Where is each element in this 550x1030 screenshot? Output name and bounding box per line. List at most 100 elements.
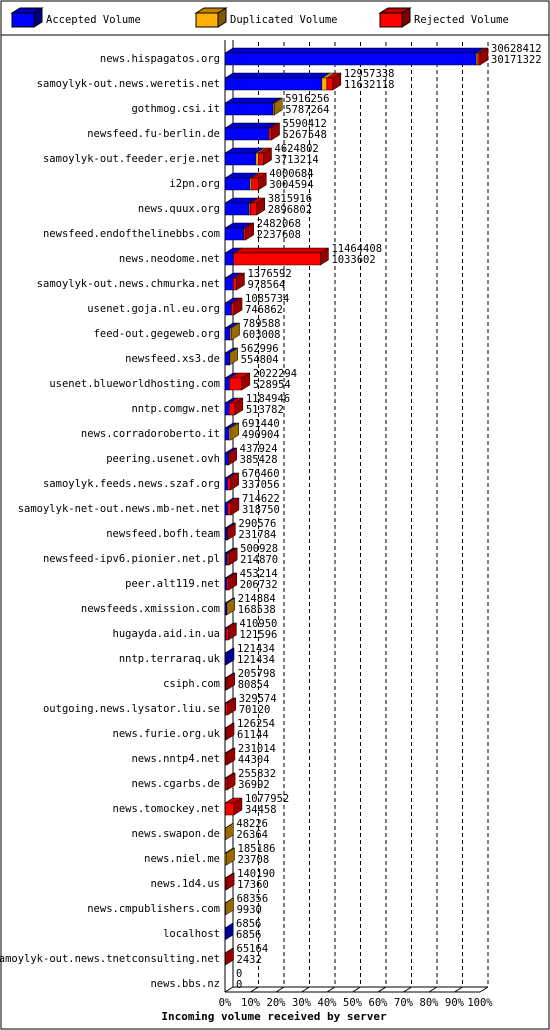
bar: [224, 227, 244, 241]
tick-mark: [479, 986, 489, 993]
bar: [224, 477, 229, 491]
y-tick-label: news.quux.org: [138, 203, 220, 215]
bar: [224, 102, 274, 116]
accepted-label: 121434: [237, 654, 275, 666]
total-label: 1077952: [245, 793, 289, 805]
legend-label: Rejected Volume: [414, 14, 509, 26]
bar: [232, 277, 237, 291]
y-tick-label: samoylyk.feeds.news.szaf.org: [43, 478, 220, 490]
bar-side: [226, 672, 235, 691]
bar: [258, 152, 264, 166]
y-tick-label: csiph.com: [163, 678, 220, 690]
y-tick-label: samoylyk-out.news.chmurka.net: [37, 278, 220, 290]
y-tick-label: news.furie.org.uk: [113, 728, 221, 740]
total-label: 231014: [238, 743, 276, 755]
total-label: 1376592: [247, 268, 291, 280]
y-tick-label: samoylyk-out.news.weretis.net: [37, 78, 220, 90]
total-label: 48226: [236, 818, 268, 830]
accepted-label: 1033602: [331, 254, 375, 266]
total-label: 121434: [237, 643, 275, 655]
bar-side: [225, 647, 235, 666]
accepted-label: 554804: [241, 354, 279, 366]
y-tick-label: news.tomockey.net: [113, 803, 220, 815]
bar-side: [241, 372, 251, 391]
legend-label: Duplicated Volume: [230, 14, 337, 26]
accepted-label: 490904: [242, 429, 280, 441]
total-label: 437924: [240, 443, 278, 455]
y-tick-label: samoylyk-net-out.news.mb-net.net: [18, 503, 220, 515]
y-tick-label: news.cmpublishers.com: [87, 903, 220, 915]
accepted-label: 2432: [237, 954, 262, 966]
bar-top: [224, 97, 283, 104]
bar-top: [225, 973, 233, 978]
bar: [224, 402, 230, 416]
total-label: 789588: [243, 318, 281, 330]
accepted-label: 603008: [243, 329, 281, 341]
y-tick-label: news.hispagatos.org: [100, 53, 220, 65]
bar-side: [227, 522, 236, 541]
accepted-label: 3713214: [275, 154, 319, 166]
tick-mark: [352, 986, 361, 993]
bar-top: [224, 47, 486, 54]
bar-side: [256, 197, 266, 216]
bar: [224, 552, 228, 566]
bar: [225, 627, 229, 641]
accepted-label: 528954: [253, 379, 291, 391]
total-label: 714622: [242, 493, 280, 505]
bar: [224, 452, 229, 466]
total-label: 691440: [242, 418, 280, 430]
tick-mark: [301, 986, 310, 993]
bar: [224, 127, 270, 141]
total-label: 6856: [236, 918, 261, 930]
y-tick-label: hugayda.aid.in.ua: [113, 628, 220, 640]
bar-side: [228, 447, 237, 466]
bar: [233, 252, 321, 266]
accepted-label: 9930: [237, 904, 262, 916]
bar: [224, 77, 323, 91]
total-label: 1184946: [246, 393, 290, 405]
bar-side: [228, 572, 238, 591]
y-tick-label: news.nntp4.net: [131, 753, 220, 765]
accepted-label: 0: [236, 979, 242, 991]
bar-top: [225, 973, 233, 978]
total-label: 11464408: [331, 243, 382, 255]
bar-side: [271, 122, 280, 141]
bar-side: [320, 247, 329, 266]
x-tick-label: 60%: [369, 997, 389, 1009]
bar-side: [225, 822, 234, 841]
bar: [268, 127, 272, 141]
accepted-label: 206732: [240, 579, 278, 591]
bar: [224, 427, 230, 441]
y-tick-label: nntp.terraraq.uk: [119, 653, 221, 665]
x-tick-label: 10%: [241, 997, 261, 1009]
y-tick-label: gothmog.csi.it: [131, 103, 220, 115]
total-label: 500928: [240, 543, 278, 555]
tick-mark: [326, 986, 336, 993]
bar: [225, 802, 235, 816]
bar-side: [274, 97, 283, 116]
y-tick-label: newsfeed.endofthelinebbs.com: [43, 228, 220, 240]
y-tick-label: samoylyk-out.feeder.erje.net: [43, 153, 220, 165]
total-label: 453214: [240, 568, 278, 580]
bar-side: [226, 847, 235, 866]
total-label: 5916256: [285, 93, 329, 105]
accepted-label: 214870: [240, 554, 278, 566]
accepted-label: 746862: [245, 304, 283, 316]
total-label: 65164: [237, 943, 269, 955]
bar-top: [225, 973, 233, 978]
legend-swatch: [195, 12, 219, 28]
bar: [224, 152, 257, 166]
bar: [224, 277, 234, 291]
bar: [224, 377, 230, 391]
accepted-label: 6856: [236, 929, 261, 941]
total-label: 290576: [238, 518, 276, 530]
accepted-label: 30171322: [491, 54, 542, 66]
bar: [224, 52, 477, 66]
y-tick-label: news.swapon.de: [131, 828, 220, 840]
bar-side: [226, 747, 236, 766]
tick-mark: [377, 986, 387, 993]
x-tick-label: 80%: [420, 997, 440, 1009]
y-tick-label: news.niel.me: [144, 853, 220, 865]
